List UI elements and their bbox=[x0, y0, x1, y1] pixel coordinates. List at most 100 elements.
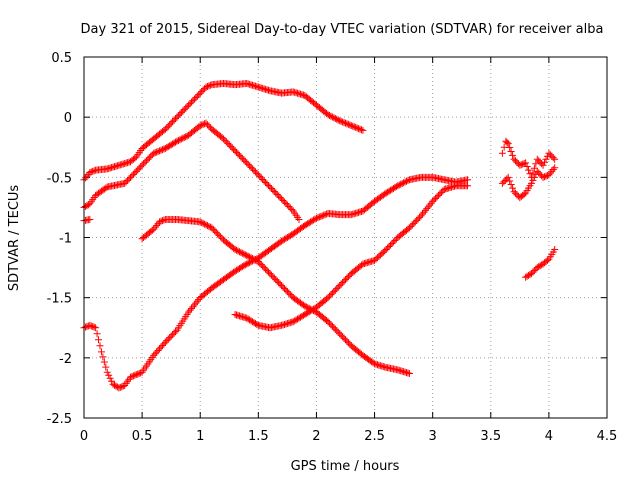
data-point bbox=[536, 262, 544, 270]
data-point bbox=[336, 282, 344, 290]
data-point bbox=[529, 176, 537, 184]
data-point bbox=[523, 272, 531, 280]
data-point bbox=[292, 316, 300, 324]
data-point bbox=[257, 261, 265, 269]
data-point bbox=[279, 236, 287, 244]
data-point bbox=[87, 168, 95, 176]
data-point bbox=[177, 109, 185, 117]
data-point bbox=[150, 351, 158, 359]
data-point bbox=[249, 165, 257, 173]
data-point bbox=[533, 264, 541, 272]
data-point bbox=[153, 148, 161, 156]
data-point bbox=[235, 248, 243, 256]
series-arc-2 bbox=[80, 119, 303, 223]
data-point bbox=[87, 322, 95, 330]
data-point bbox=[246, 258, 254, 266]
data-point bbox=[215, 231, 223, 239]
data-point bbox=[437, 188, 445, 196]
data-point bbox=[156, 147, 164, 155]
x-tick-label: 4 bbox=[545, 429, 553, 444]
data-point bbox=[407, 222, 415, 230]
data-point bbox=[333, 115, 341, 123]
data-point bbox=[164, 122, 172, 130]
data-point bbox=[196, 218, 204, 226]
data-point bbox=[410, 219, 418, 227]
data-point bbox=[132, 167, 140, 175]
data-point bbox=[158, 217, 166, 225]
data-point bbox=[131, 154, 139, 162]
data-point bbox=[201, 220, 209, 228]
data-point bbox=[330, 324, 338, 332]
data-point bbox=[227, 142, 235, 150]
data-point bbox=[424, 203, 432, 211]
data-point bbox=[542, 172, 550, 180]
data-point bbox=[513, 158, 521, 166]
data-point bbox=[231, 147, 239, 155]
data-point bbox=[298, 312, 306, 320]
data-point bbox=[328, 113, 336, 121]
data-point bbox=[137, 163, 145, 171]
series-arc-1 bbox=[80, 79, 367, 184]
data-point bbox=[333, 327, 341, 335]
data-point bbox=[160, 216, 168, 224]
data-point bbox=[278, 282, 286, 290]
data-point bbox=[147, 152, 155, 160]
data-point bbox=[105, 371, 113, 379]
data-point bbox=[307, 218, 315, 226]
data-point bbox=[145, 154, 153, 162]
data-point bbox=[282, 286, 290, 294]
data-point bbox=[538, 160, 546, 168]
data-point bbox=[304, 220, 312, 228]
data-point bbox=[314, 214, 322, 222]
data-point bbox=[237, 153, 245, 161]
data-point bbox=[350, 123, 358, 131]
data-point bbox=[506, 177, 514, 185]
data-point bbox=[81, 174, 89, 182]
data-point bbox=[278, 237, 286, 245]
data-point bbox=[199, 219, 207, 227]
data-point bbox=[167, 119, 175, 127]
data-point bbox=[224, 139, 232, 147]
data-point bbox=[182, 104, 190, 112]
axis-ticks bbox=[83, 56, 608, 419]
data-point bbox=[330, 288, 338, 296]
data-point bbox=[208, 224, 216, 232]
data-point bbox=[539, 161, 547, 169]
data-point bbox=[266, 270, 274, 278]
data-point bbox=[548, 167, 556, 175]
data-point bbox=[131, 371, 139, 379]
data-point bbox=[244, 259, 252, 267]
data-point bbox=[327, 321, 335, 329]
data-point bbox=[116, 383, 124, 391]
data-point bbox=[142, 157, 150, 165]
data-point bbox=[498, 179, 506, 187]
data-point bbox=[516, 161, 524, 169]
data-point bbox=[533, 167, 541, 175]
data-point bbox=[167, 332, 175, 340]
data-point bbox=[336, 330, 344, 338]
data-point bbox=[163, 337, 171, 345]
data-point bbox=[235, 264, 243, 272]
data-point bbox=[397, 180, 405, 188]
data-point bbox=[334, 328, 342, 336]
data-point bbox=[355, 125, 363, 133]
data-point bbox=[205, 122, 213, 130]
data-point bbox=[509, 151, 517, 159]
data-point bbox=[420, 208, 428, 216]
data-point bbox=[408, 221, 416, 229]
data-point bbox=[150, 149, 158, 157]
data-point bbox=[414, 215, 422, 223]
data-point bbox=[174, 112, 182, 120]
data-point bbox=[257, 174, 265, 182]
data-point bbox=[286, 291, 294, 299]
data-point bbox=[233, 266, 241, 274]
data-point bbox=[523, 163, 531, 171]
data-point bbox=[546, 151, 554, 159]
data-point bbox=[334, 283, 342, 291]
data-point bbox=[283, 288, 291, 296]
data-point bbox=[195, 295, 203, 303]
data-point bbox=[394, 182, 402, 190]
data-point bbox=[385, 187, 393, 195]
data-point bbox=[301, 221, 309, 229]
data-point bbox=[359, 126, 367, 134]
